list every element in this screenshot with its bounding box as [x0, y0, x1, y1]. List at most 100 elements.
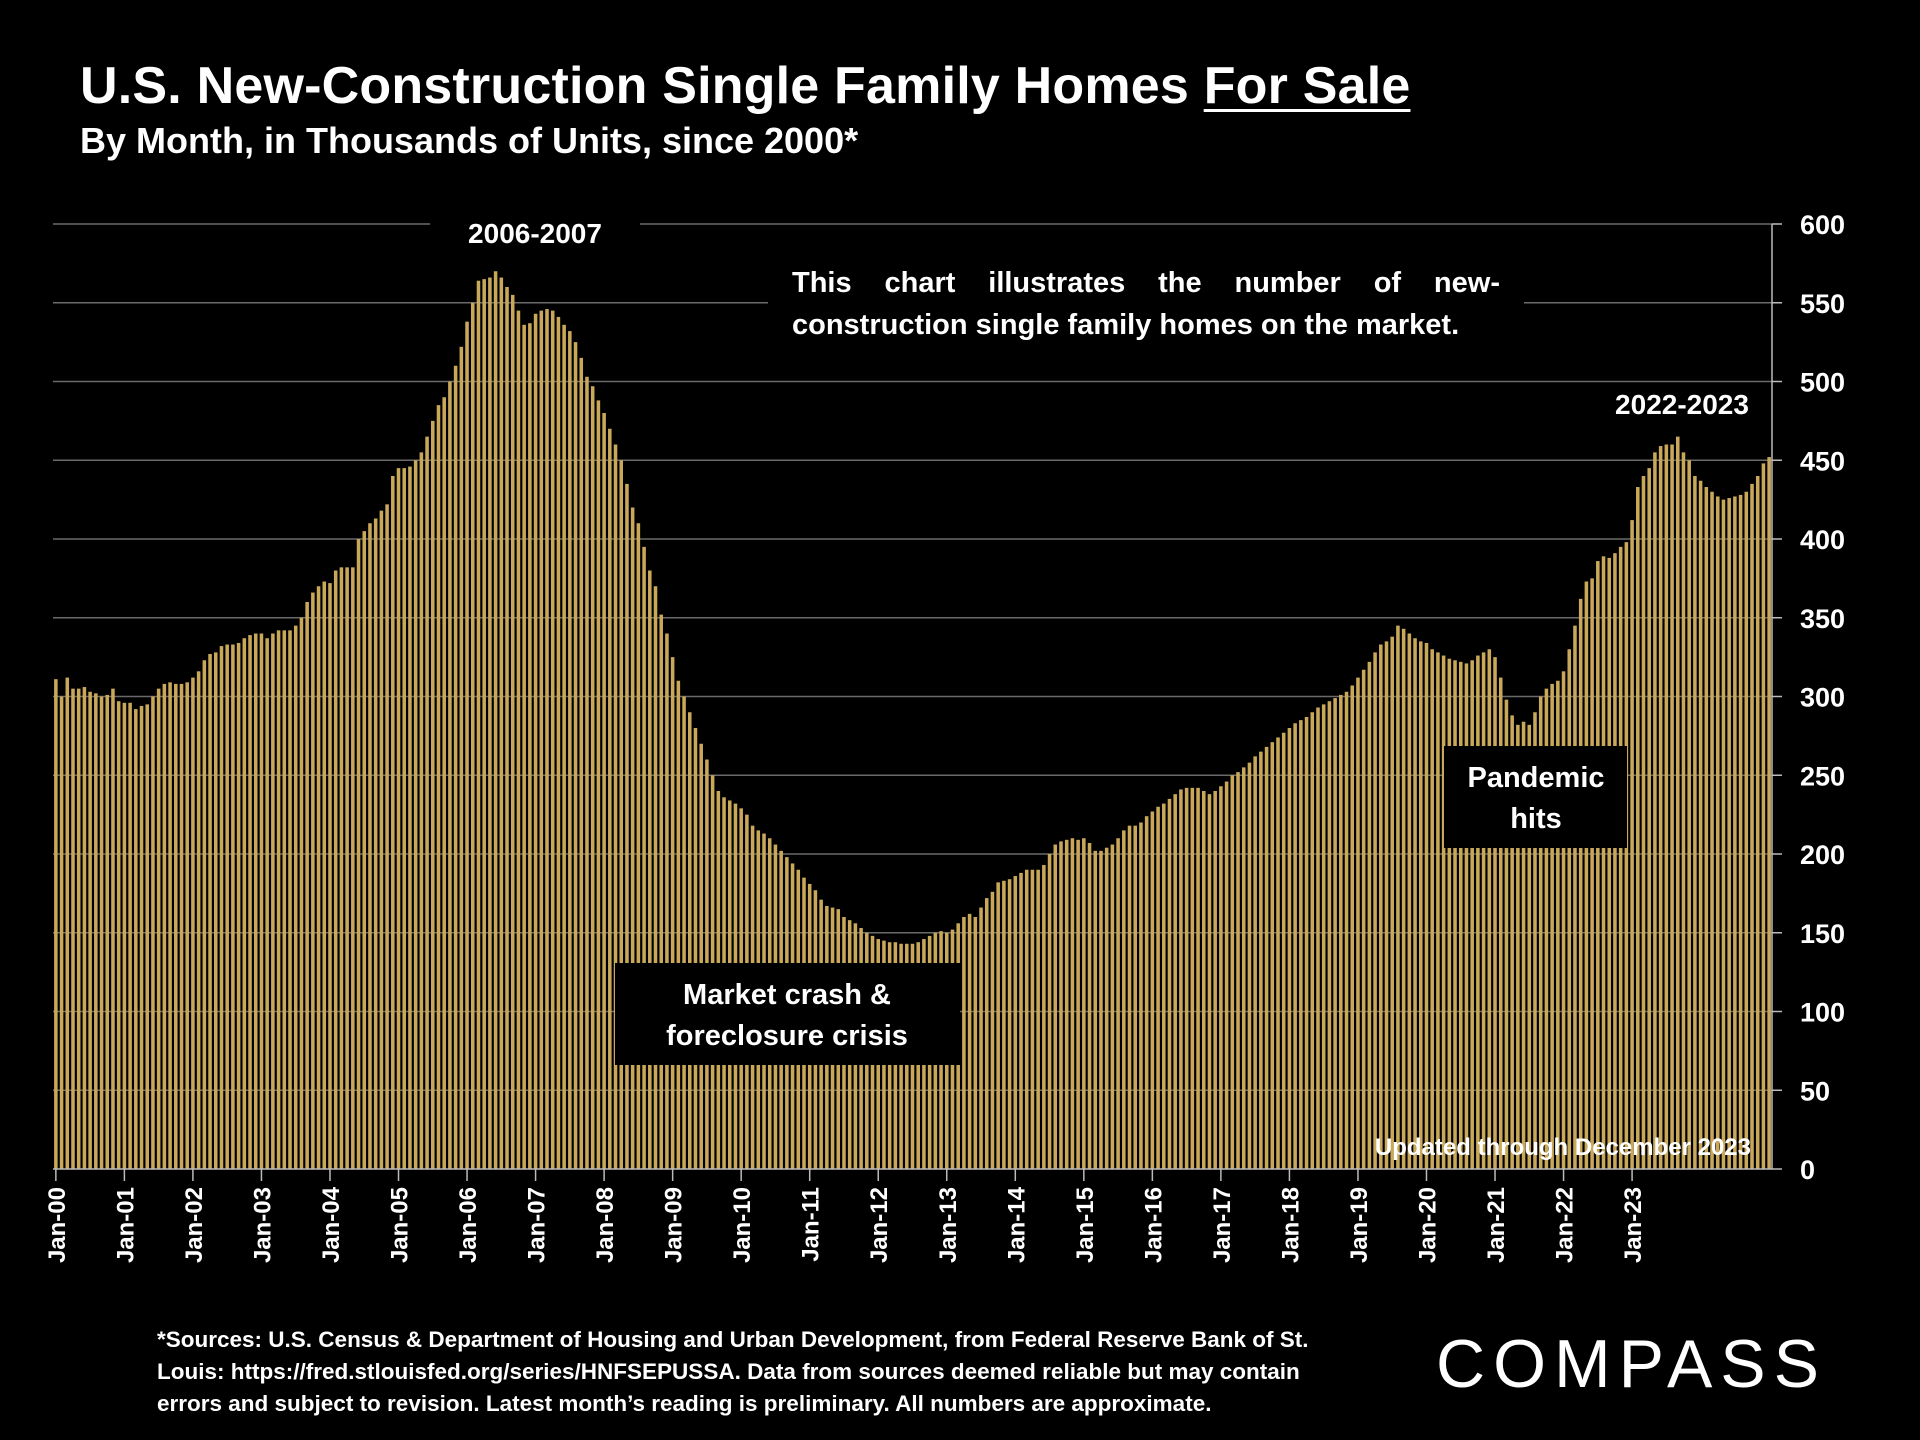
- bar: [431, 420, 435, 1170]
- bar: [476, 280, 481, 1169]
- bar: [1036, 869, 1040, 1169]
- bar: [1630, 520, 1634, 1169]
- bar: [419, 452, 424, 1170]
- bar: [1613, 553, 1617, 1169]
- y-tick-label: 50: [1800, 1076, 1830, 1106]
- bar: [1413, 638, 1417, 1169]
- bar: [1721, 499, 1726, 1170]
- bar: [368, 523, 372, 1169]
- bar: [1110, 844, 1115, 1169]
- bar: [1264, 746, 1269, 1169]
- bar: [442, 397, 446, 1169]
- bar: [351, 567, 355, 1169]
- bar: [545, 309, 549, 1169]
- peak2-label: 2022-2023: [1615, 389, 1749, 420]
- bar: [1664, 444, 1669, 1169]
- bar: [550, 310, 555, 1170]
- bar: [288, 630, 292, 1169]
- source-footnote: *Sources: U.S. Census & Department of Ho…: [157, 1327, 1309, 1416]
- x-tick-label: Jan-22: [1552, 1187, 1579, 1263]
- bar: [984, 898, 989, 1169]
- bar: [1624, 542, 1629, 1169]
- bar: [636, 523, 641, 1169]
- bar: [145, 704, 149, 1170]
- bar: [1561, 671, 1566, 1169]
- bar: [1527, 724, 1532, 1169]
- chart-title-underlined: For Sale: [1203, 57, 1411, 115]
- bar: [1367, 661, 1372, 1169]
- axes: 0 50 100 150 200 250 300 350 400 450 500 550 600 Jan-…: [44, 210, 1845, 1263]
- bar: [1441, 655, 1446, 1169]
- bar: [276, 630, 281, 1169]
- bar: [1241, 767, 1246, 1170]
- bar: [973, 917, 978, 1169]
- updated-note: Updated through December 2023: [1375, 1134, 1751, 1161]
- bar: [231, 644, 235, 1169]
- bar: [682, 696, 686, 1169]
- bar: [385, 504, 389, 1170]
- crash-label-line1: Market crash &: [683, 979, 891, 1011]
- bar: [1099, 850, 1103, 1169]
- bar: [1339, 694, 1343, 1169]
- note-box-bg: [768, 255, 1524, 355]
- x-tick-label: Jan-13: [935, 1187, 962, 1263]
- bar: [1750, 483, 1754, 1170]
- bar: [1356, 677, 1360, 1169]
- bar: [328, 583, 332, 1169]
- y-tick-label: 350: [1800, 604, 1845, 634]
- bar: [1510, 715, 1514, 1169]
- bar: [1436, 652, 1440, 1169]
- bar: [1373, 652, 1377, 1169]
- chart-title: U.S. New-Construction Single Family Home…: [80, 56, 1410, 116]
- bar: [1390, 636, 1394, 1169]
- bar: [1184, 787, 1189, 1169]
- bar: [1498, 677, 1503, 1169]
- bar: [1104, 847, 1109, 1169]
- bar: [608, 428, 612, 1169]
- bar: [1384, 641, 1389, 1170]
- y-tick-label: 250: [1800, 761, 1845, 791]
- bar: [1087, 842, 1092, 1169]
- bar: [1584, 581, 1589, 1169]
- bar: [333, 570, 338, 1169]
- bar: [1744, 491, 1749, 1169]
- bar: [1578, 598, 1583, 1169]
- bar: [979, 907, 983, 1169]
- y-tick-label: 400: [1800, 525, 1845, 555]
- bar: [1344, 691, 1349, 1169]
- bar: [1144, 816, 1149, 1169]
- bar: [1538, 696, 1543, 1169]
- bar: [1053, 844, 1058, 1169]
- bar: [174, 683, 178, 1169]
- bar: [99, 696, 104, 1169]
- bar: [1213, 791, 1217, 1169]
- bar: [1681, 452, 1686, 1170]
- bar: [1230, 775, 1235, 1169]
- bar: [311, 592, 315, 1169]
- bar: [642, 546, 646, 1170]
- x-tick-label: Jan-03: [249, 1187, 276, 1263]
- bar: [1738, 494, 1743, 1169]
- bar: [236, 642, 241, 1169]
- bar: [1419, 641, 1423, 1170]
- bar: [1590, 578, 1594, 1170]
- bar: [1042, 865, 1046, 1169]
- bar: [1287, 728, 1292, 1169]
- bar: [59, 696, 64, 1169]
- bar: [448, 381, 452, 1169]
- bar: [379, 510, 384, 1169]
- bar: [1715, 496, 1720, 1170]
- bar: [1710, 491, 1714, 1169]
- bar: [305, 602, 309, 1169]
- x-tick-label: Jan-04: [318, 1186, 345, 1263]
- bar: [505, 287, 509, 1169]
- bar: [1516, 724, 1520, 1169]
- x-tick-label: Jan-21: [1483, 1187, 1510, 1263]
- bar: [373, 518, 378, 1169]
- bar: [179, 683, 184, 1169]
- bar: [1013, 876, 1018, 1169]
- bar: [396, 468, 401, 1170]
- pandemic-box-bg: [1444, 746, 1627, 848]
- bar: [1201, 791, 1206, 1169]
- bar: [242, 638, 247, 1169]
